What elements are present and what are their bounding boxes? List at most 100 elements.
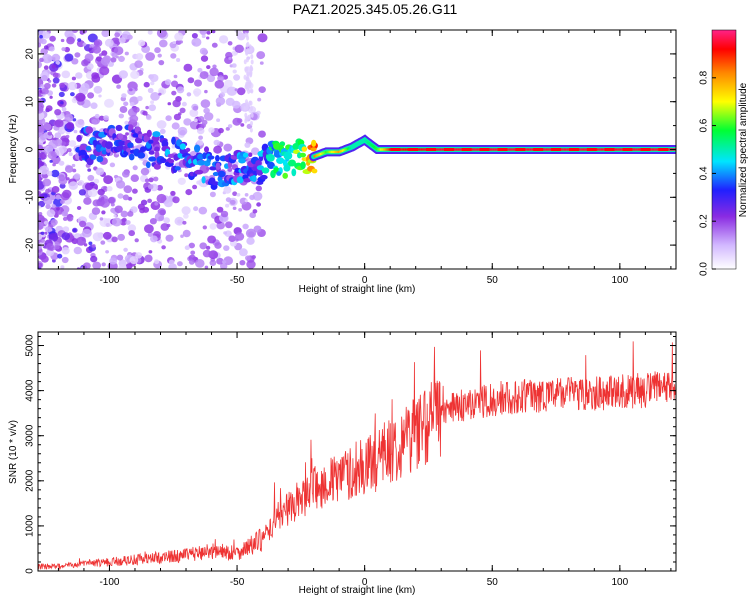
ridge-core [338, 150, 341, 154]
noise-blob [252, 209, 258, 214]
noise-blob [62, 189, 72, 199]
noise-blob [57, 253, 63, 259]
noise-blob [243, 74, 247, 80]
noise-blob [137, 203, 145, 211]
noise-blob [156, 184, 163, 191]
noise-blob [149, 218, 157, 225]
noise-blob [249, 194, 256, 201]
noise-blob [196, 180, 202, 185]
noise-blob [209, 191, 216, 198]
noise-blob [250, 66, 254, 72]
noise-blob [72, 228, 77, 232]
ridge-blob [148, 150, 155, 155]
noise-blob [145, 52, 156, 61]
ridge-blob [154, 146, 160, 152]
noise-blob [58, 176, 68, 185]
noise-blob [255, 185, 262, 192]
noise-blob [110, 202, 115, 207]
ridge-core [356, 142, 359, 146]
noise-blob [58, 91, 65, 98]
noise-blob [259, 61, 264, 65]
ridge-blob [288, 159, 296, 167]
ridge-dash [408, 148, 419, 151]
noise-blob [209, 67, 219, 77]
noise-blob [232, 206, 237, 210]
noise-blob [177, 126, 188, 136]
noise-blob [47, 151, 58, 160]
noise-blob [199, 47, 208, 55]
noise-blob [45, 226, 52, 233]
noise-blob [78, 189, 86, 196]
noise-blob [211, 42, 218, 48]
noise-blob [248, 101, 252, 106]
noise-blob [253, 225, 262, 233]
noise-blob [132, 165, 138, 171]
noise-blob [170, 190, 176, 196]
noise-blob [87, 168, 92, 172]
noise-blob [48, 233, 59, 242]
noise-blob [164, 199, 173, 208]
noise-blob [122, 194, 130, 201]
noise-blob [71, 163, 76, 168]
ridge-blob [236, 176, 244, 184]
noise-blob [47, 79, 52, 83]
ridge-core [339, 149, 343, 153]
noise-blob [243, 105, 247, 111]
ridge-blob [291, 168, 297, 177]
noise-blob [124, 120, 129, 125]
ridge-core [315, 154, 318, 157]
noise-blob [46, 209, 56, 218]
ridge-core [365, 139, 368, 143]
colorbar-tick-label: 0.0 [699, 262, 710, 276]
ridge-core [352, 144, 356, 148]
noise-blob [211, 30, 216, 34]
ridge-blob [204, 146, 209, 153]
noise-blob [64, 46, 70, 53]
noise-blob [45, 204, 51, 210]
ridge-blob [300, 161, 306, 170]
noise-blob [63, 212, 68, 217]
noise-blob [202, 249, 212, 258]
ridge-blob [148, 156, 157, 162]
noise-blob [121, 93, 127, 98]
noise-blob [136, 95, 143, 102]
noise-blob [124, 51, 129, 56]
noise-blob [113, 46, 124, 56]
noise-blob [188, 254, 196, 262]
noise-blob [165, 234, 174, 242]
noise-blob [91, 244, 96, 248]
noise-blob [229, 199, 236, 205]
ridge-blob [168, 159, 175, 164]
noise-blob [147, 232, 154, 237]
noise-blob [114, 39, 119, 45]
noise-blob [154, 202, 159, 206]
noise-blob [191, 37, 202, 47]
snr-panel: -100 -50 0 50 100 0 1000 2000 3000 4000 5000 Heig… [8, 331, 677, 596]
noise-blob [150, 235, 158, 243]
noise-blob [248, 44, 252, 50]
noise-blob [164, 79, 172, 86]
noise-blob [118, 70, 128, 79]
noise-blob [91, 207, 101, 215]
noise-blob [128, 230, 135, 237]
noise-blob [52, 72, 59, 78]
noise-blob [200, 99, 211, 108]
noise-blob [206, 65, 211, 70]
snr-ylabel: SNR (10 * v/v) [8, 420, 19, 484]
ridge-core [324, 150, 327, 154]
noise-blob [125, 220, 131, 225]
noise-blob [144, 224, 154, 234]
noise-blob [170, 53, 177, 59]
noise-blob [58, 160, 65, 166]
noise-blob [101, 210, 106, 215]
noise-blob [43, 65, 49, 70]
noise-blob [158, 60, 165, 66]
noise-blob [196, 127, 205, 135]
ridge-core [351, 145, 354, 149]
noise-blob [38, 151, 41, 155]
ridge-dash [622, 148, 633, 151]
noise-blob [41, 88, 49, 95]
ridge-core [360, 140, 363, 144]
noise-blob [209, 223, 217, 230]
noise-blob [75, 72, 83, 79]
